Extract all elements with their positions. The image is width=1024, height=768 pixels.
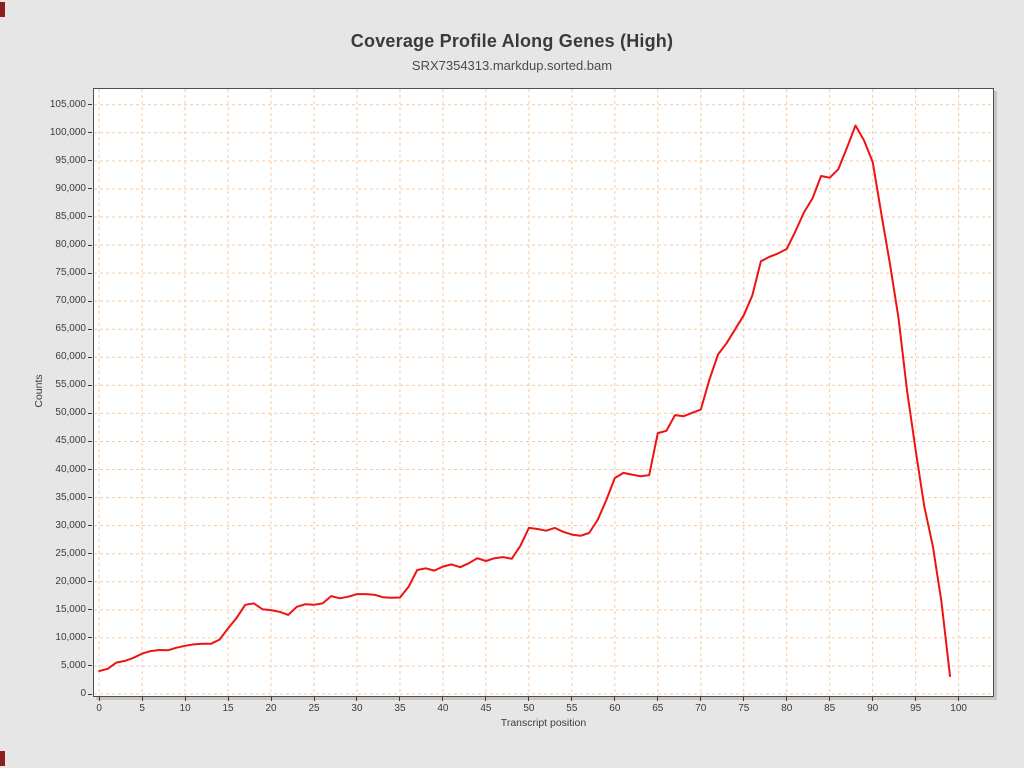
chart-subtitle: SRX7354313.markdup.sorted.bam <box>411 58 613 73</box>
y-tick-mark <box>88 440 92 442</box>
y-tick-mark <box>88 272 92 274</box>
y-tick-mark <box>88 328 92 330</box>
y-tick-mark <box>88 693 92 695</box>
y-tick-label: 55,000 <box>55 379 86 391</box>
x-tick-label: 35 <box>394 703 406 714</box>
y-tick-label: 75,000 <box>55 267 86 279</box>
x-tick-mark <box>442 697 444 701</box>
y-tick-mark <box>88 469 92 471</box>
x-tick-mark <box>399 697 401 701</box>
y-tick-mark <box>88 412 92 414</box>
x-axis-label: Transcript position <box>500 717 587 729</box>
y-tick-mark <box>88 244 92 246</box>
x-tick-mark <box>958 697 960 701</box>
x-tick-mark <box>915 697 917 701</box>
x-tick-label: 5 <box>139 703 145 714</box>
y-tick-label: 85,000 <box>55 210 86 222</box>
y-tick-label: 80,000 <box>55 239 86 251</box>
y-tick-label: 90,000 <box>55 182 86 194</box>
y-tick-label: 25,000 <box>55 547 86 559</box>
x-tick-mark <box>356 697 358 701</box>
x-tick-label: 40 <box>437 703 449 714</box>
x-tick-mark <box>700 697 702 701</box>
x-tick-label: 95 <box>910 703 922 714</box>
x-tick-label: 45 <box>480 703 492 714</box>
y-tick-label: 100,000 <box>49 126 86 138</box>
plot-canvas <box>94 89 993 696</box>
x-tick-mark <box>485 697 487 701</box>
y-tick-label: 70,000 <box>55 295 86 307</box>
x-tick-label: 20 <box>265 703 277 714</box>
chart-title: Coverage Profile Along Genes (High) <box>350 31 674 51</box>
y-tick-mark <box>88 160 92 162</box>
x-tick-label: 70 <box>695 703 707 714</box>
x-tick-label: 15 <box>222 703 234 714</box>
y-tick-mark <box>88 384 92 386</box>
x-tick-mark <box>270 697 272 701</box>
y-axis-label: Counts <box>33 374 45 408</box>
x-tick-label: 60 <box>609 703 621 714</box>
y-tick-mark <box>88 637 92 639</box>
y-tick-mark <box>88 497 92 499</box>
x-tick-label: 50 <box>523 703 535 714</box>
x-tick-mark <box>571 697 573 701</box>
y-tick-mark <box>88 188 92 190</box>
screen-corner-artifact-top <box>0 2 5 17</box>
x-tick-label: 65 <box>652 703 664 714</box>
x-tick-label: 100 <box>950 703 967 714</box>
x-tick-mark <box>227 697 229 701</box>
x-tick-label: 90 <box>867 703 879 714</box>
screen-corner-artifact-bottom <box>0 751 5 766</box>
x-tick-mark <box>872 697 874 701</box>
x-tick-label: 25 <box>308 703 320 714</box>
y-tick-label: 35,000 <box>55 491 86 503</box>
x-tick-label: 75 <box>738 703 750 714</box>
y-tick-mark <box>88 104 92 106</box>
y-tick-mark <box>88 356 92 358</box>
y-tick-label: 20,000 <box>55 575 86 587</box>
y-tick-mark <box>88 216 92 218</box>
x-tick-label: 80 <box>781 703 793 714</box>
y-tick-mark <box>88 581 92 583</box>
y-tick-label: 0 <box>80 688 86 700</box>
y-tick-mark <box>88 132 92 134</box>
x-tick-label: 55 <box>566 703 578 714</box>
y-tick-mark <box>88 553 92 555</box>
x-tick-mark <box>743 697 745 701</box>
y-tick-label: 95,000 <box>55 154 86 166</box>
x-tick-mark <box>528 697 530 701</box>
y-tick-mark <box>88 525 92 527</box>
plot-area <box>93 88 994 697</box>
y-tick-label: 40,000 <box>55 463 86 475</box>
x-tick-mark <box>184 697 186 701</box>
y-tick-label: 65,000 <box>55 323 86 335</box>
y-tick-label: 105,000 <box>49 98 86 110</box>
y-tick-mark <box>88 665 92 667</box>
y-tick-label: 60,000 <box>55 351 86 363</box>
x-tick-mark <box>98 697 100 701</box>
y-tick-label: 50,000 <box>55 407 86 419</box>
y-tick-mark <box>88 609 92 611</box>
coverage-line-series <box>98 124 951 678</box>
x-tick-label: 30 <box>351 703 363 714</box>
x-tick-mark <box>313 697 315 701</box>
y-tick-label: 15,000 <box>55 603 86 615</box>
y-tick-label: 5,000 <box>60 659 86 671</box>
x-tick-mark <box>614 697 616 701</box>
y-tick-label: 30,000 <box>55 519 86 531</box>
y-tick-label: 45,000 <box>55 435 86 447</box>
x-tick-label: 10 <box>179 703 191 714</box>
y-tick-mark <box>88 300 92 302</box>
x-tick-label: 85 <box>824 703 836 714</box>
y-tick-label: 10,000 <box>55 631 86 643</box>
x-tick-mark <box>829 697 831 701</box>
x-tick-mark <box>141 697 143 701</box>
x-tick-mark <box>786 697 788 701</box>
x-tick-label: 0 <box>96 703 102 714</box>
x-tick-mark <box>657 697 659 701</box>
